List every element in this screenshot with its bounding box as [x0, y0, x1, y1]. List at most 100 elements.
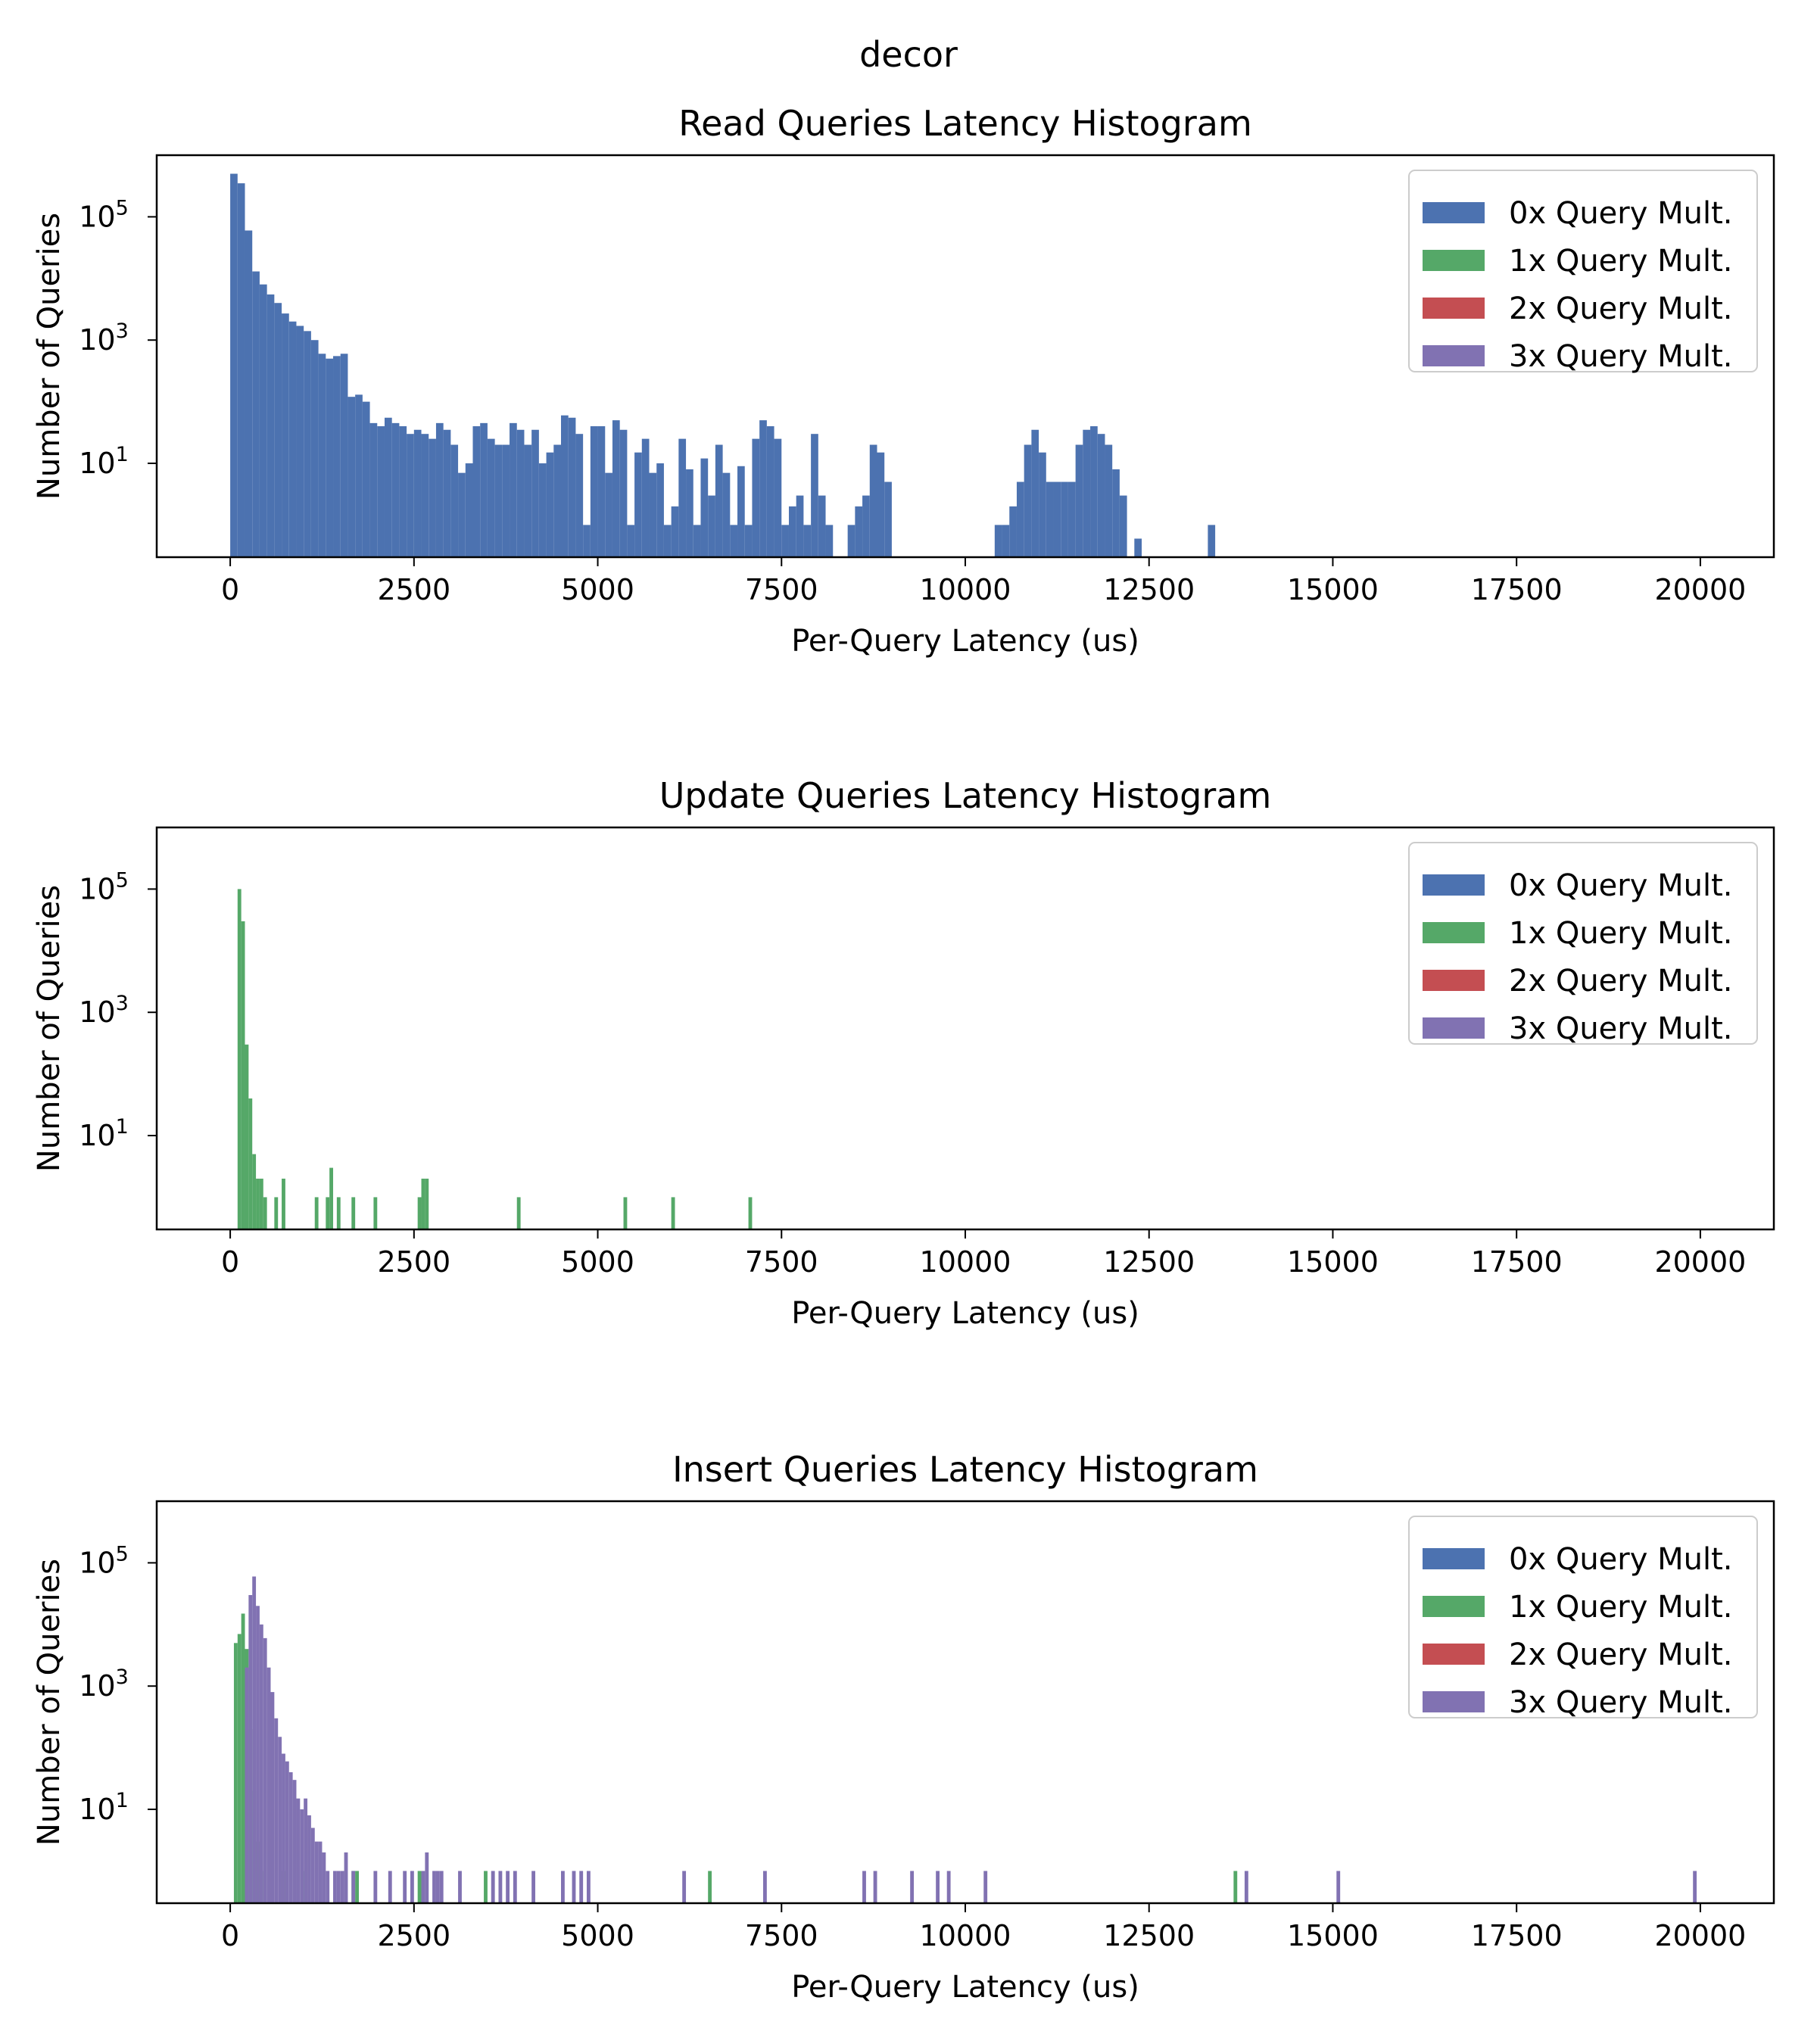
y-tick-label: 101	[79, 443, 129, 480]
y-tick-label: 105	[79, 196, 129, 233]
chart-panel-3: Insert Queries Latency Histogram 0 2500 500…	[32, 1449, 1775, 2005]
bar	[336, 1871, 341, 1903]
bar	[282, 1753, 285, 1903]
bar	[282, 1178, 285, 1229]
chart-panel-2: Update Queries Latency Histogram 0 2500 500…	[32, 775, 1775, 1331]
bar	[351, 1871, 356, 1903]
x-tick-label: 10000	[920, 1919, 1011, 1952]
bar	[248, 1594, 253, 1903]
bar	[407, 434, 414, 557]
bar	[351, 1197, 356, 1229]
bar	[1208, 525, 1216, 557]
bar	[274, 303, 282, 557]
bar	[237, 1634, 242, 1903]
bar	[256, 1606, 260, 1903]
bar	[586, 1871, 591, 1903]
bar	[310, 340, 319, 557]
bar	[1097, 434, 1105, 557]
bar	[516, 1197, 521, 1229]
bar	[708, 1871, 712, 1903]
x-tick-label: 15000	[1287, 1919, 1379, 1952]
bar	[344, 1852, 348, 1903]
bar	[568, 417, 576, 557]
series-1x-query-mult-	[237, 889, 753, 1229]
bar	[612, 420, 620, 557]
bar	[355, 394, 363, 557]
x-tick-label: 17500	[1471, 573, 1563, 606]
bar	[425, 1852, 429, 1903]
bar	[369, 422, 378, 557]
bar	[266, 294, 275, 557]
bar	[274, 1197, 279, 1229]
bar	[869, 444, 877, 557]
bar	[432, 1871, 436, 1903]
bar	[579, 1871, 584, 1903]
chart-panel-1: Read Queries Latency Histogram 0 2500 5000 7…	[32, 103, 1775, 659]
bar	[1075, 444, 1083, 557]
bar	[561, 1871, 565, 1903]
y-tick-label: 101	[79, 1115, 129, 1152]
bar	[936, 1871, 940, 1903]
y-tick-label: 103	[79, 992, 129, 1029]
bar	[421, 1871, 425, 1903]
bar	[1031, 429, 1039, 557]
bar	[531, 1871, 536, 1903]
bar	[322, 1852, 326, 1903]
y-tick-label: 103	[79, 1665, 129, 1703]
bar	[270, 1692, 275, 1903]
bar	[788, 506, 796, 557]
legend-swatch	[1423, 1644, 1485, 1665]
bar	[531, 429, 539, 557]
legend: 0x Query Mult. 1x Query Mult. 2x Query Mul…	[1408, 842, 1758, 1046]
bar	[310, 1827, 315, 1903]
bar	[656, 463, 664, 557]
bar	[722, 472, 731, 557]
legend-swatch	[1423, 345, 1485, 366]
bar	[443, 429, 451, 557]
bar	[502, 444, 510, 557]
bar	[590, 426, 598, 557]
legend-swatch	[1423, 250, 1485, 271]
bar	[318, 354, 326, 557]
bar	[484, 1871, 488, 1903]
bar	[252, 1576, 257, 1903]
bar	[1067, 481, 1076, 557]
bar	[333, 356, 341, 557]
bar	[458, 472, 466, 557]
bar	[326, 1197, 330, 1229]
x-tick-label: 20000	[1654, 1245, 1746, 1279]
bar	[766, 426, 774, 557]
x-tick-label: 5000	[561, 1245, 634, 1279]
bar	[245, 1044, 249, 1229]
bar	[263, 1637, 267, 1903]
legend-swatch	[1423, 1548, 1485, 1569]
bar	[678, 438, 687, 557]
bar	[282, 313, 289, 557]
legend-label: 1x Query Mult.	[1509, 244, 1733, 279]
bar	[884, 481, 892, 557]
legend-label: 3x Query Mult.	[1509, 339, 1733, 374]
bar	[1009, 506, 1017, 557]
bar	[417, 1197, 422, 1229]
bar	[259, 284, 267, 557]
legend-frame	[1408, 1516, 1758, 1718]
bar	[730, 525, 738, 557]
bar	[391, 422, 400, 557]
bar	[597, 426, 606, 557]
bar	[355, 1871, 359, 1903]
legend-swatch	[1423, 1691, 1485, 1712]
x-tick-label: 12500	[1103, 1919, 1195, 1952]
bar	[561, 415, 569, 557]
bar	[429, 438, 436, 557]
y-axis-label: Number of Queries	[32, 885, 67, 1172]
bar	[480, 422, 488, 557]
bar	[634, 452, 642, 557]
bar	[605, 472, 612, 557]
bar	[285, 1761, 289, 1903]
bar	[384, 417, 392, 557]
bar	[292, 1780, 297, 1903]
x-tick-label: 7500	[745, 1245, 818, 1279]
figure-suptitle: decor	[859, 34, 958, 75]
bar	[862, 1871, 866, 1903]
